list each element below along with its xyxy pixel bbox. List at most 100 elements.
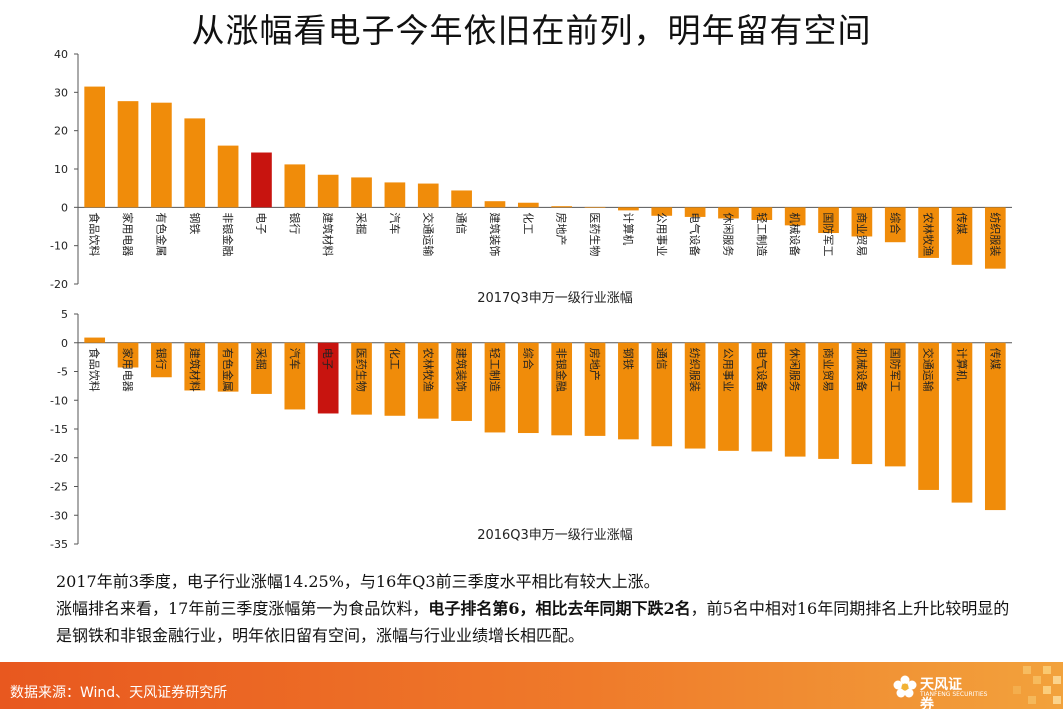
- c1-bar: [884, 207, 906, 243]
- c2-bar: [484, 342, 506, 433]
- c2-bar: [351, 342, 372, 415]
- c1-y-tick-label: 30: [54, 86, 68, 99]
- c1-bar: [751, 207, 773, 220]
- c2-bar: [884, 342, 906, 467]
- page-title: 从涨幅看电子今年依旧在前列，明年留有空间: [191, 11, 872, 50]
- c1-category-label: 商业贸易: [855, 212, 869, 256]
- c1-y-tick-label: 20: [54, 125, 68, 138]
- c1-category-label: 电气设备: [688, 212, 702, 256]
- c2-bar: [918, 342, 939, 490]
- c1-category-label: 采掘: [355, 212, 369, 234]
- c2-bar: [117, 342, 139, 368]
- c1-category-label: 食品饮料: [88, 212, 102, 256]
- description-line1: 2017年前3季度，电子行业涨幅14.25%，与16年Q3前三季度水平相比有较大…: [56, 572, 660, 591]
- c2-bar: [217, 342, 239, 392]
- c1-category-label: 银行: [288, 212, 302, 234]
- c2-y-tick-label: -10: [50, 394, 68, 407]
- c2-category-label: 房地产: [588, 348, 602, 381]
- c2-bar: [984, 342, 1006, 511]
- c1-y-tick-label: 40: [54, 48, 68, 61]
- c2-bar: [284, 342, 306, 410]
- c2-category-label: 电气设备: [755, 348, 769, 392]
- c2-category-label: 建筑装饰: [455, 348, 469, 392]
- c2-category-label: 综合: [521, 348, 535, 370]
- c2-category-label: 汽车: [288, 348, 302, 370]
- c1-category-label: 公用事业: [655, 212, 668, 256]
- c2-bar: [417, 342, 439, 419]
- c2-y-tick-label: -20: [50, 452, 68, 465]
- c2-chart-title: 2016Q3申万一级行业涨幅: [477, 528, 633, 543]
- c1-category-label: 传媒: [955, 212, 968, 234]
- c2-category-label: 非银金融: [555, 348, 569, 392]
- description: 2017年前3季度，电子行业涨幅14.25%，与16年Q3前三季度水平相比有较大…: [56, 568, 1016, 649]
- c2-bar: [517, 342, 539, 434]
- c2-bar: [384, 342, 406, 416]
- c1-category-label: 钢铁: [188, 212, 201, 234]
- c2-category-label: 国防军工: [888, 348, 902, 392]
- c1-category-label: 建筑装饰: [488, 212, 502, 256]
- c2-category-label: 银行: [154, 348, 168, 370]
- c2-bar: [551, 342, 573, 436]
- c1-y-tick-label: -10: [50, 240, 68, 253]
- c2-category-label: 医药生物: [355, 348, 369, 392]
- c2-bar: [618, 342, 639, 440]
- c1-category-label: 休闲服务: [721, 212, 735, 256]
- c2-bar: [684, 342, 706, 449]
- c1-category-label: 建筑材料: [321, 212, 335, 256]
- c1-bar: [317, 174, 339, 208]
- c1-bar: [718, 207, 739, 219]
- description-line2-a: 涨幅排名来看，17年前三季度涨幅第一为食品饮料，: [56, 599, 429, 618]
- c2-category-label: 计算机: [955, 348, 969, 381]
- c1-category-label: 农林牧渔: [922, 212, 936, 256]
- decorative-pixels: [1013, 666, 1061, 704]
- c1-y-tick-label: 10: [54, 163, 68, 176]
- flower-icon: [893, 675, 917, 698]
- c2-bar: [851, 342, 873, 465]
- c2-bar: [651, 342, 673, 447]
- c2-y-tick-label: 5: [61, 308, 68, 321]
- c2-y-tick-label: 0: [61, 337, 68, 350]
- c1-bar: [417, 183, 439, 208]
- c1-bar: [251, 152, 272, 208]
- c1-chart-title: 2017Q3申万一级行业涨幅: [477, 291, 633, 306]
- c2-y-tick-label: -5: [57, 366, 68, 379]
- c2-category-label: 轻工制造: [488, 348, 502, 392]
- c1-category-label: 计算机: [621, 212, 635, 245]
- c1-bar: [918, 207, 939, 258]
- c1-bar: [851, 207, 873, 237]
- c2-bar: [451, 342, 472, 421]
- c2-category-label: 采掘: [254, 348, 268, 370]
- c2-bar: [184, 342, 206, 391]
- c2-bar: [951, 342, 973, 503]
- description-line2-b: ，前5名中相对16年同期排名上升比较明显的是钢铁和非银金融行业，明年依旧留有空间…: [56, 599, 1010, 645]
- c1-category-label: 纺织服装: [988, 212, 1002, 256]
- c1-bar: [784, 207, 806, 226]
- c1-bar: [618, 207, 639, 211]
- c2-category-label: 农林牧渔: [421, 348, 435, 392]
- c2-bar: [317, 342, 339, 414]
- c1-category-label: 交通运输: [421, 212, 435, 256]
- c1-category-label: 医药生物: [588, 212, 602, 256]
- c2-bar: [751, 342, 773, 452]
- c1-bar: [351, 177, 372, 208]
- c1-bar: [984, 207, 1006, 269]
- c2-category-label: 化工: [388, 348, 402, 370]
- c2-bar: [818, 342, 839, 459]
- c1-category-label: 电子: [254, 212, 267, 234]
- c1-category-label: 轻工制造: [755, 212, 769, 256]
- c1-bar: [384, 182, 406, 208]
- c1-bar: [551, 206, 573, 208]
- c1-category-label: 通信: [455, 212, 468, 234]
- c1-bar: [651, 207, 673, 216]
- footer-bar: 数据来源：Wind、天风证券研究所 天风证券 TIANFENG SECURITI…: [0, 662, 1063, 713]
- c1-category-label: 综合: [888, 212, 902, 234]
- c1-category-label: 房地产: [555, 212, 569, 245]
- c2-bar: [151, 342, 172, 378]
- c2-category-label: 有色金属: [221, 348, 235, 392]
- c2-category-label: 食品饮料: [88, 348, 102, 392]
- c1-category-label: 汽车: [388, 212, 402, 234]
- description-line2-bold: 电子排名第6，相比去年同期下跌2名: [428, 599, 691, 618]
- c2-bar: [784, 342, 806, 457]
- c1-category-label: 化工: [521, 212, 535, 234]
- c2-y-tick-label: -35: [50, 538, 68, 551]
